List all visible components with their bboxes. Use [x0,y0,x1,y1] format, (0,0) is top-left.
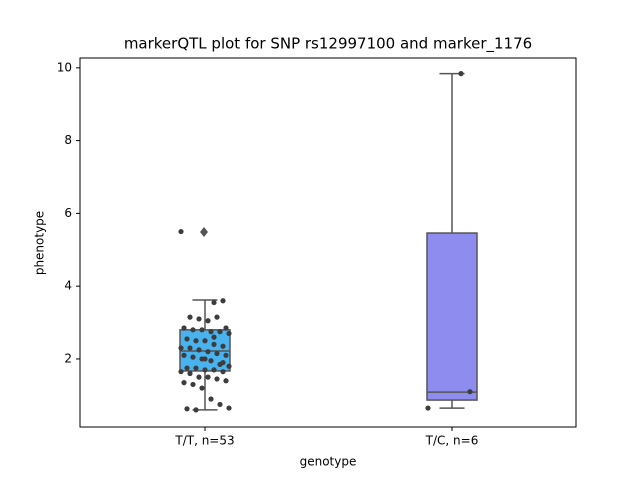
strip-point [226,363,232,369]
strip-point [220,369,226,375]
strip-point [196,374,202,380]
strip-point [190,381,196,388]
strip-point [211,367,217,373]
x-axis-label: genotype [300,455,357,469]
strip-point [226,330,232,337]
strip-point [205,374,211,380]
strip-point [199,327,205,333]
strip-point [187,314,193,320]
y-tick-label: 4 [64,279,72,293]
strip-point [184,365,190,371]
strip-point [178,228,184,235]
y-axis-label: phenotype [33,211,47,275]
strip-point [217,329,223,335]
strip-point [196,316,202,322]
strip-point [425,405,431,411]
strip-point [178,345,184,351]
strip-point [190,327,196,333]
strip-point [184,406,190,412]
strip-point [187,370,193,377]
chart-title: markerQTL plot for SNP rs12997100 and ma… [124,35,532,54]
strip-point [214,350,220,357]
strip-point [202,338,208,344]
strip-point [208,396,214,402]
strip-point [181,325,187,331]
y-tick-label: 2 [64,351,72,365]
strip-point [187,345,193,351]
y-tick-label: 8 [64,133,72,147]
y-tick-label: 10 [57,60,72,74]
strip-point [226,405,232,411]
strip-point [211,341,217,347]
strip-point [211,334,217,340]
strip-point [202,367,208,373]
strip-point [193,338,199,344]
strip-point [223,325,229,331]
strip-point [214,314,220,320]
strip-point [208,329,214,335]
strip-point [196,347,202,353]
strip-point [199,385,205,391]
box [426,232,478,401]
strip-point [217,401,223,408]
strip-point [181,380,187,386]
outlier [200,226,208,237]
strip-point [467,389,473,395]
strip-point [202,356,208,362]
strip-point [184,336,190,342]
strip-point [458,71,464,77]
strip-point [205,349,211,355]
strip-point [193,365,199,371]
strip-point [181,352,187,358]
strip-point [220,359,226,366]
y-tick-label: 6 [64,206,72,220]
strip-point [211,299,217,306]
strip-point [193,407,199,413]
strip-point [220,343,226,349]
x-tick-label: T/C, n=6 [425,434,479,448]
strip-point [214,376,220,382]
strip-point [208,358,214,364]
strip-point [223,378,229,384]
strip-point [220,298,226,304]
plot-frame [79,57,577,428]
x-tick-label: T/T, n=53 [174,434,234,448]
strip-point [178,369,184,375]
strip-point [223,352,229,358]
strip-point [205,318,211,324]
strip-point [190,354,196,360]
